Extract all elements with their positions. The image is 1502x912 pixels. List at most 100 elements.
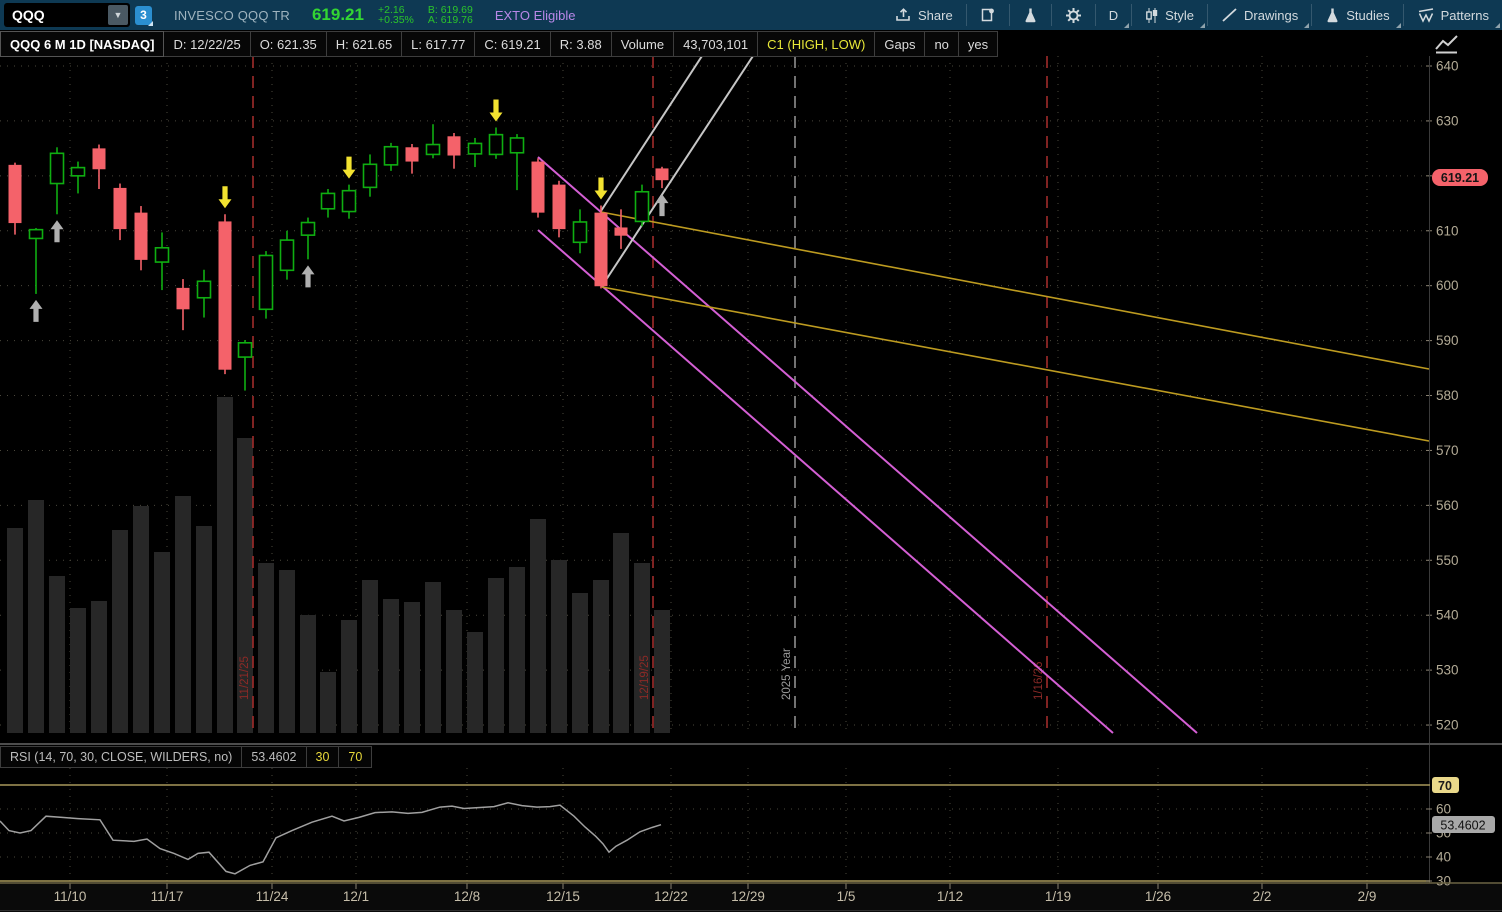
- symbol-input[interactable]: QQQ ▼: [4, 3, 130, 27]
- candle-body-down[interactable]: [113, 187, 127, 230]
- volume-bar: [530, 519, 546, 733]
- patterns-label: Patterns: [1440, 7, 1489, 23]
- magenta-channel-upper[interactable]: [537, 156, 1198, 734]
- notes-button[interactable]: [967, 0, 1009, 30]
- volume-bar: [279, 570, 295, 733]
- gaps-yes-toggle[interactable]: yes: [958, 31, 999, 57]
- candle-body-down[interactable]: [405, 147, 419, 162]
- pattern-icon: [1417, 7, 1435, 23]
- candle-body-up[interactable]: [488, 133, 504, 156]
- candle-body-up[interactable]: [300, 221, 316, 236]
- timeframe-label: D: [1108, 7, 1119, 23]
- pane-divider[interactable]: [0, 743, 1502, 745]
- patterns-button[interactable]: Patterns: [1404, 0, 1502, 30]
- volume-bar: [383, 599, 399, 733]
- rsi-70-badge-text: 70: [1438, 779, 1452, 793]
- candle-body-down[interactable]: [594, 212, 608, 287]
- gray-channel-left[interactable]: [600, 56, 703, 212]
- candle-body-up[interactable]: [258, 254, 274, 311]
- symbol-value[interactable]: QQQ: [12, 7, 45, 23]
- change-percent: +0.35%: [377, 14, 414, 26]
- candle-body-up[interactable]: [237, 341, 253, 358]
- candle-body-up[interactable]: [49, 152, 65, 185]
- candle-body-down[interactable]: [655, 168, 669, 181]
- gaps-label: Gaps: [875, 31, 926, 57]
- candle-body-down[interactable]: [447, 136, 461, 156]
- chart-title[interactable]: QQQ 6 M 1D [NASDAQ]: [0, 31, 165, 57]
- volume-bar: [70, 608, 86, 733]
- candle-body-up[interactable]: [154, 246, 170, 263]
- price-axis-label: 520: [1436, 718, 1459, 733]
- candle-body-down[interactable]: [218, 221, 232, 370]
- toolbar-separator: [1402, 4, 1404, 26]
- share-button[interactable]: Share: [882, 0, 966, 30]
- gaps-no-toggle[interactable]: no: [925, 31, 959, 57]
- candle-body-up[interactable]: [28, 228, 44, 240]
- volume-bar: [154, 552, 170, 733]
- candle-body-down[interactable]: [8, 164, 22, 224]
- candle-body-down[interactable]: [176, 287, 190, 310]
- bid-ask-stack: B: 619.69 A: 619.76: [428, 5, 473, 26]
- dropdown-caret: [1124, 23, 1130, 28]
- yellow-fan-lower[interactable]: [601, 286, 1430, 442]
- rsi-line[interactable]: [0, 801, 662, 875]
- volume-bar: [341, 620, 357, 733]
- candle-body-up[interactable]: [383, 145, 399, 166]
- link-group-badge[interactable]: 3: [135, 5, 153, 26]
- volume-bar: [133, 506, 149, 733]
- price-axis-label: 540: [1436, 608, 1459, 623]
- time-axis-strip: [0, 884, 1502, 912]
- magenta-channel-lower[interactable]: [537, 229, 1114, 734]
- rsi-study-label[interactable]: RSI (14, 70, 30, CLOSE, WILDERS, no): [0, 746, 243, 768]
- toolbar-separator: [1311, 4, 1313, 26]
- candle-body-up[interactable]: [196, 280, 212, 299]
- time-axis-label: 11/24: [256, 889, 289, 904]
- dropdown-caret: [1395, 23, 1401, 28]
- candle-body-up[interactable]: [362, 163, 378, 189]
- volume-bar: [7, 528, 23, 733]
- volume-bar: [572, 593, 588, 733]
- candle-body-up[interactable]: [425, 143, 441, 156]
- yellow-fan-upper[interactable]: [600, 211, 1430, 370]
- company-name: INVESCO QQQ TR: [174, 7, 290, 23]
- timeframe-button[interactable]: D: [1096, 0, 1131, 30]
- candle-body-down[interactable]: [531, 161, 545, 213]
- header-low: L: 617.77: [402, 31, 476, 57]
- candle-body-down[interactable]: [134, 212, 148, 260]
- last-price: 619.21: [311, 5, 364, 24]
- volume-value: 43,703,101: [674, 31, 759, 57]
- gray-channel-right[interactable]: [601, 56, 754, 287]
- rsi-header-row: RSI (14, 70, 30, CLOSE, WILDERS, no) 53.…: [0, 746, 373, 768]
- candle-body-up[interactable]: [634, 190, 650, 223]
- candle-body-down[interactable]: [92, 148, 106, 170]
- dropdown-caret: [1200, 23, 1206, 28]
- price-axis-label: 600: [1436, 278, 1459, 293]
- analysis-tools-button[interactable]: [1010, 0, 1051, 30]
- candle-body-up[interactable]: [70, 166, 86, 177]
- volume-label: Volume: [611, 31, 675, 57]
- c1-study-label[interactable]: C1 (HIGH, LOW): [758, 31, 876, 57]
- candle-body-up[interactable]: [467, 142, 483, 155]
- buy-signal-arrow: [301, 265, 315, 288]
- candle-body-down[interactable]: [614, 227, 628, 236]
- price-axis-label: 530: [1436, 663, 1459, 678]
- sell-signal-arrow: [342, 156, 356, 179]
- candle-body-up[interactable]: [279, 239, 295, 272]
- candle-body-up[interactable]: [341, 189, 357, 213]
- candle-body-up[interactable]: [572, 221, 588, 244]
- candle-body-up[interactable]: [320, 192, 336, 210]
- price-axis-label: 630: [1436, 113, 1459, 128]
- time-axis-label: 11/10: [54, 889, 87, 904]
- rsi-oversold-param: 30: [306, 746, 340, 768]
- drawings-button[interactable]: Drawings: [1208, 0, 1311, 30]
- buy-signal-arrow: [50, 220, 64, 243]
- symbol-dropdown-button[interactable]: ▼: [108, 5, 128, 25]
- candle-body-down[interactable]: [552, 184, 566, 230]
- time-axis-label: 1/12: [937, 889, 963, 904]
- style-button[interactable]: Style: [1132, 0, 1207, 30]
- studies-button[interactable]: Studies: [1312, 0, 1402, 30]
- settings-button[interactable]: [1052, 0, 1095, 30]
- candle-body-up[interactable]: [509, 137, 525, 154]
- restore-chart-icon[interactable]: [1435, 35, 1458, 54]
